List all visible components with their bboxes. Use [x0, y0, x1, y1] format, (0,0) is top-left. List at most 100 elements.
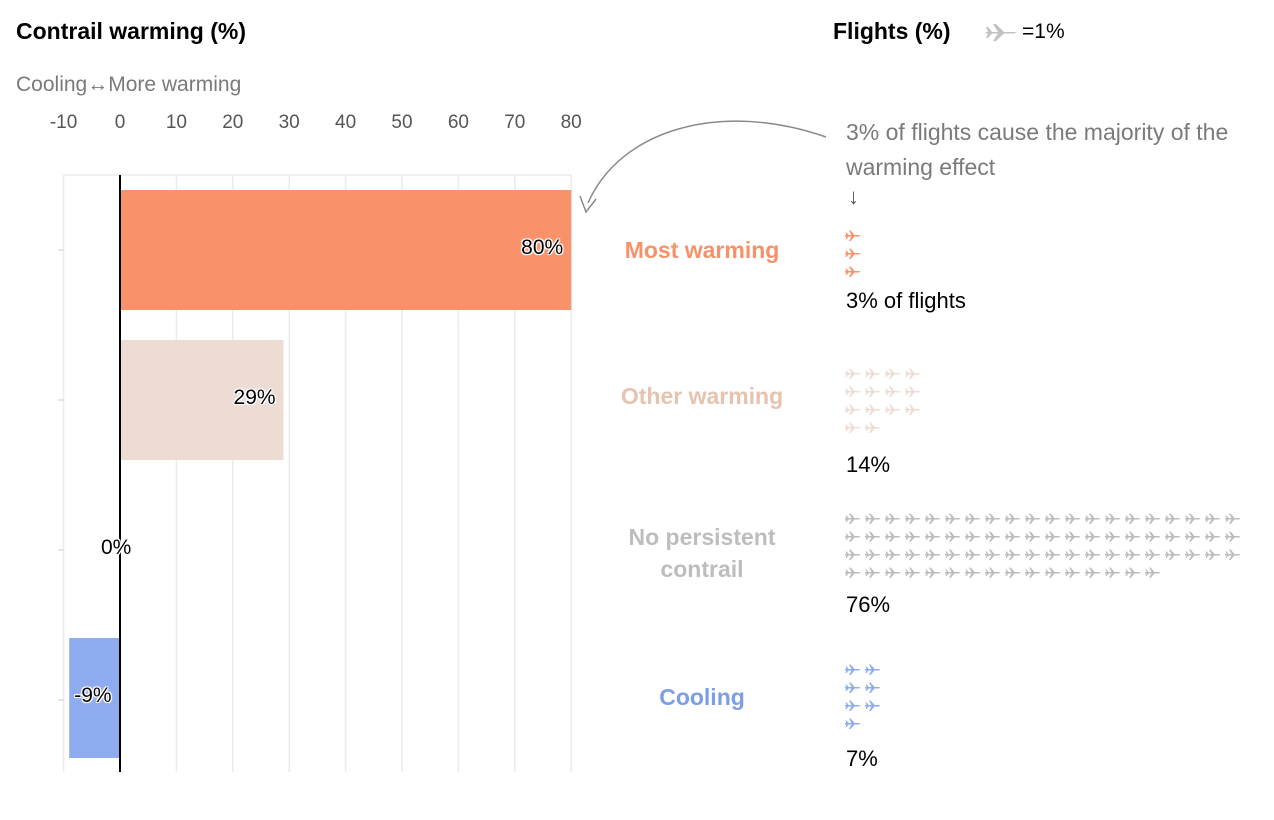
- plane-icon: [905, 567, 921, 578]
- plane-icon: [865, 386, 881, 397]
- plane-icon: [865, 368, 881, 379]
- x-tick-label: 70: [504, 112, 526, 133]
- plane-icon: [1085, 531, 1101, 542]
- plane-icon: [965, 549, 981, 560]
- plane-icon: [845, 266, 861, 277]
- x-tick-label: 0: [114, 112, 126, 133]
- plane-icon: [985, 567, 1001, 578]
- plane-icon: [965, 513, 981, 524]
- plane-icon: [905, 368, 921, 379]
- plane-icon: [865, 549, 881, 560]
- plane-icon: [1105, 513, 1121, 524]
- plane-icon: [845, 248, 861, 259]
- plane-icon: [865, 531, 881, 542]
- plane-icon: [1145, 567, 1161, 578]
- plane-icon: [905, 386, 921, 397]
- plane-icon: [1025, 531, 1041, 542]
- plane-icon: [845, 682, 861, 693]
- category-label-no-persistent-contrail: No persistent contrail: [628, 524, 776, 583]
- plane-icon: [1225, 513, 1241, 524]
- plane-icon: [1125, 549, 1141, 560]
- plane-icon: [845, 404, 861, 415]
- flight-percent-label: 14%: [846, 452, 891, 477]
- x-tick-label: -10: [49, 112, 78, 133]
- plane-icon: [1225, 531, 1241, 542]
- plane-icon: [985, 549, 1001, 560]
- plane-icon: [986, 24, 1017, 41]
- category-label-other-warming: Other warming: [620, 383, 784, 409]
- plane-icon: [845, 567, 861, 578]
- plane-icon: [885, 513, 901, 524]
- bar-value-label: 80%: [521, 236, 564, 259]
- plane-icon: [985, 513, 1001, 524]
- plane-icon: [845, 549, 861, 560]
- chart-title: Contrail warming (%): [16, 18, 247, 44]
- plane-icon: [1165, 531, 1181, 542]
- plane-icon: [1145, 549, 1161, 560]
- plane-icon: [885, 549, 901, 560]
- plane-icon: [845, 513, 861, 524]
- bar-most-warming: [120, 190, 572, 310]
- x-tick-label: 20: [222, 112, 244, 133]
- plane-icon: [845, 718, 861, 729]
- plane-icon: [1145, 531, 1161, 542]
- plane-icon: [845, 368, 861, 379]
- x-tick-label: 10: [165, 112, 187, 133]
- plane-icon: [1005, 531, 1021, 542]
- plane-icon: [1165, 513, 1181, 524]
- category-label-cooling: Cooling: [659, 684, 745, 710]
- plane-icon: [985, 531, 1001, 542]
- x-tick-label: 30: [278, 112, 300, 133]
- plane-icon: [885, 368, 901, 379]
- plane-icon: [905, 531, 921, 542]
- plane-icon: [945, 513, 961, 524]
- plane-icon: [945, 531, 961, 542]
- plane-icon: [1065, 513, 1081, 524]
- bar-value-label: 29%: [233, 386, 276, 409]
- chart-subtitle: Cooling↔More warming: [16, 73, 242, 96]
- plane-icon: [965, 531, 981, 542]
- plane-icon: [1045, 549, 1061, 560]
- plane-icon: [925, 513, 941, 524]
- plane-icon: [1045, 531, 1061, 542]
- plane-icon: [1185, 513, 1201, 524]
- plane-icon: [1085, 567, 1101, 578]
- plane-icon: [905, 549, 921, 560]
- plane-icon: [885, 567, 901, 578]
- x-tick-label: 60: [447, 112, 469, 133]
- annotation-down-arrow: ↓: [848, 184, 859, 209]
- bar-value-label: 0%: [101, 536, 132, 559]
- plane-icon: [845, 230, 861, 241]
- x-tick-label: 50: [391, 112, 413, 133]
- plane-icon: [885, 531, 901, 542]
- flights-legend: =1%: [984, 20, 1065, 44]
- plane-icon: [925, 549, 941, 560]
- plane-icon: [1125, 513, 1141, 524]
- plane-icon: [1025, 549, 1041, 560]
- plane-icon: [1045, 567, 1061, 578]
- plane-icon: [1145, 513, 1161, 524]
- plane-icon: [865, 664, 881, 675]
- plane-icon: [1045, 513, 1061, 524]
- plane-icon: [925, 567, 941, 578]
- plane-icon: [1025, 513, 1041, 524]
- category-label-most-warming: Most warming: [624, 237, 780, 263]
- flight-percent-label: 7%: [846, 746, 878, 771]
- plane-icon: [865, 700, 881, 711]
- bar-value-label: -9%: [74, 684, 112, 707]
- plane-icon: [925, 531, 941, 542]
- plane-icon: [1005, 549, 1021, 560]
- plane-icon: [1065, 531, 1081, 542]
- plane-icon: [1105, 567, 1121, 578]
- annotation-curve: [587, 120, 827, 204]
- flight-percent-label: 76%: [846, 592, 891, 617]
- plane-icon: [1185, 549, 1201, 560]
- plane-icon: [1125, 567, 1141, 578]
- plane-icon: [1065, 549, 1081, 560]
- plane-icon: [1025, 567, 1041, 578]
- plane-icon: [865, 404, 881, 415]
- plane-icon: [845, 700, 861, 711]
- plane-icon: [865, 422, 881, 433]
- plane-icon: [1105, 531, 1121, 542]
- plane-icon: [1085, 549, 1101, 560]
